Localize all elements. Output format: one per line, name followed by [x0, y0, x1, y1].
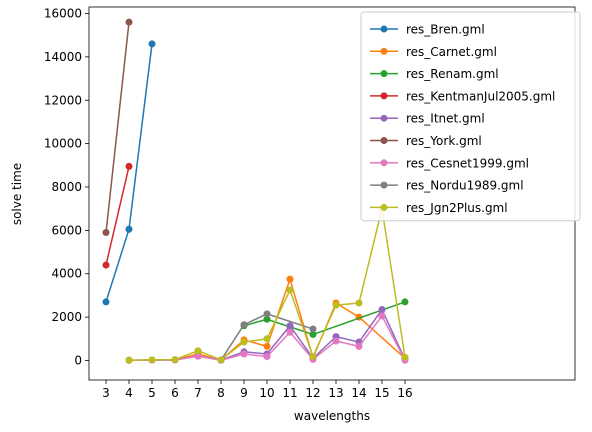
legend-label: res_KentmanJul2005.gml	[406, 89, 555, 103]
data-point	[126, 226, 133, 233]
data-point	[218, 356, 225, 363]
x-tick-label-8: 8	[217, 386, 225, 400]
y-tick-label-0: 0	[74, 353, 82, 367]
data-point	[402, 354, 409, 361]
data-point	[402, 298, 409, 305]
data-point	[126, 163, 133, 170]
legend-swatch-marker	[381, 115, 388, 122]
y-axis-label: solve time	[10, 163, 24, 225]
legend-label: res_Renam.gml	[406, 67, 499, 81]
data-point	[287, 329, 294, 336]
data-point	[264, 353, 271, 360]
legend-swatch-marker	[381, 204, 388, 211]
x-tick-label-5: 5	[148, 386, 156, 400]
x-tick-label-6: 6	[171, 386, 179, 400]
data-point	[195, 347, 202, 354]
legend-label: res_Cesnet1999.gml	[406, 156, 529, 170]
x-tick-label-4: 4	[125, 386, 133, 400]
data-point	[103, 229, 110, 236]
data-point	[264, 310, 271, 317]
y-tick-label-12000: 12000	[44, 93, 82, 107]
x-tick-label-14: 14	[351, 386, 366, 400]
data-point	[356, 343, 363, 350]
legend-label: res_Itnet.gml	[406, 112, 485, 126]
legend-swatch-marker	[381, 70, 388, 77]
x-tick-label-3: 3	[102, 386, 110, 400]
y-tick-label-10000: 10000	[44, 137, 82, 151]
data-point	[149, 356, 156, 363]
data-point	[149, 40, 156, 47]
data-point	[264, 343, 271, 350]
data-point	[287, 322, 294, 329]
y-tick-label-2000: 2000	[51, 310, 82, 324]
x-tick-label-9: 9	[240, 386, 248, 400]
y-tick-label-14000: 14000	[44, 50, 82, 64]
x-tick-label-12: 12	[305, 386, 320, 400]
data-point	[333, 302, 340, 309]
data-point	[310, 353, 317, 360]
x-tick-label-15: 15	[374, 386, 389, 400]
data-point	[333, 337, 340, 344]
legend-label: res_York.gml	[406, 134, 482, 148]
data-point	[172, 356, 179, 363]
data-point	[379, 306, 386, 313]
data-point	[264, 335, 271, 342]
y-tick-label-8000: 8000	[51, 180, 82, 194]
legend-label: res_Bren.gml	[406, 23, 485, 37]
data-point	[356, 300, 363, 307]
legend-swatch-marker	[381, 182, 388, 189]
data-point	[310, 326, 317, 333]
data-point	[241, 321, 248, 328]
x-tick-label-7: 7	[194, 386, 202, 400]
legend-label: res_Nordu1989.gml	[406, 179, 524, 193]
y-tick-label-6000: 6000	[51, 223, 82, 237]
legend-label: res_Carnet.gml	[406, 45, 497, 59]
legend-label: res_Jgn2Plus.gml	[406, 201, 508, 215]
legend-swatch-marker	[381, 137, 388, 144]
x-axis-label: wavelengths	[294, 409, 370, 423]
legend-swatch-marker	[381, 159, 388, 166]
x-tick-label-16: 16	[397, 386, 412, 400]
data-point	[379, 313, 386, 320]
data-point	[103, 262, 110, 269]
y-tick-label-4000: 4000	[51, 267, 82, 281]
x-tick-label-13: 13	[328, 386, 343, 400]
data-point	[241, 339, 248, 346]
legend-swatch-marker	[381, 26, 388, 33]
x-tick-label-11: 11	[282, 386, 297, 400]
y-tick-label-16000: 16000	[44, 7, 82, 21]
legend-swatch-marker	[381, 48, 388, 55]
legend-swatch-marker	[381, 92, 388, 99]
data-point	[126, 357, 133, 364]
data-point	[287, 276, 294, 283]
data-point	[241, 350, 248, 357]
data-point	[126, 19, 133, 26]
legend: res_Bren.gml res_Carnet.gml res_Renam.gmlr…	[361, 12, 580, 221]
data-point	[103, 298, 110, 305]
x-tick-label-10: 10	[259, 386, 274, 400]
data-point	[287, 287, 294, 294]
